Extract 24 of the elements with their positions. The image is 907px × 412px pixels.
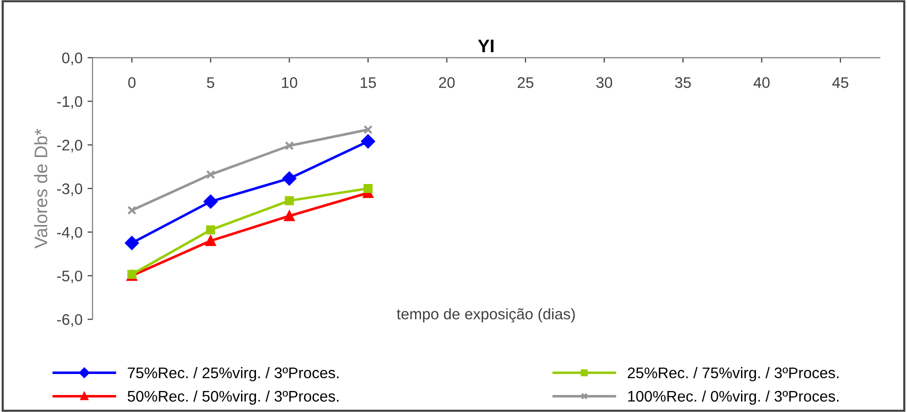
- x-tick-label: 20: [439, 77, 455, 88]
- y-axis-title: Valores de Db*: [34, 128, 48, 248]
- y-tick-label: -3,0: [57, 183, 82, 196]
- x-tick-label: 25: [518, 77, 534, 88]
- y-tick-label: -6,0: [57, 314, 82, 327]
- x-tick-label: 10: [282, 77, 298, 88]
- x-tick-label: 35: [675, 77, 691, 88]
- y-tick-label: -1,0: [57, 96, 82, 109]
- y-tick-label: -4,0: [57, 226, 82, 240]
- x-tick-label: 40: [754, 77, 770, 88]
- y-tick-label: -2,0: [57, 140, 82, 152]
- y-tick-label: -5,0: [57, 270, 82, 284]
- legend-label: 100%Rec. / 0%virg. / 3ºProces.: [628, 390, 838, 405]
- legend-label: 75%Rec. / 25%virg. / 3ºProces.: [128, 367, 338, 382]
- x-tick-label: 0: [128, 77, 136, 88]
- x-tick-label: 45: [832, 77, 848, 88]
- legend-label: 25%Rec. / 75%virg. / 3ºProces.: [628, 367, 838, 382]
- x-tick-label: 5: [206, 77, 214, 88]
- y-tick-label: 0,0: [62, 52, 82, 66]
- legend-label: 50%Rec. / 50%virg. / 3ºProces.: [128, 390, 338, 405]
- chart-title: YI: [478, 40, 494, 52]
- x-tick-label: 15: [360, 77, 376, 88]
- x-tick-label: 30: [596, 77, 612, 88]
- x-axis-title: tempo de exposição (dias): [396, 308, 575, 322]
